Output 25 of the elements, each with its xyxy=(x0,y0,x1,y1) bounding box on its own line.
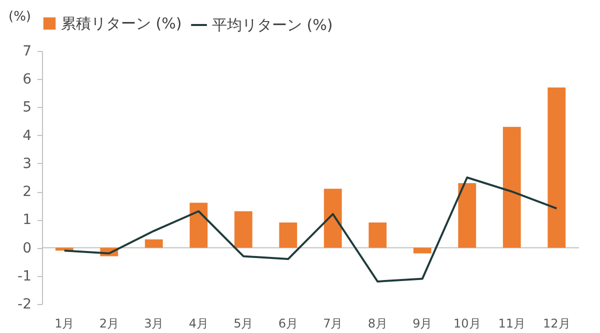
y-tick-label: -1 xyxy=(18,268,32,284)
y-tick-label: 1 xyxy=(22,212,32,228)
y-tick-label: 7 xyxy=(22,44,32,60)
x-tick-label: 3月 xyxy=(144,316,164,330)
y-tick-label: -2 xyxy=(18,296,32,312)
legend-label: 累積リターン (%) xyxy=(61,14,182,32)
x-tick-label: 8月 xyxy=(368,316,388,330)
x-tick-label: 6月 xyxy=(278,316,298,330)
y-tick-label: 6 xyxy=(22,72,32,88)
legend-label: 平均リターン (%) xyxy=(212,16,333,34)
x-tick-label: 2月 xyxy=(99,316,119,330)
x-tick-label: 10月 xyxy=(453,316,481,330)
y-tick-label: 3 xyxy=(22,156,32,172)
x-tick-label: 12月 xyxy=(542,316,570,330)
x-tick-label: 9月 xyxy=(412,316,432,330)
y-axis-title: (%) xyxy=(8,10,31,24)
x-tick-label: 5月 xyxy=(234,316,254,330)
y-tick-label: 2 xyxy=(22,184,32,200)
x-tick-label: 4月 xyxy=(188,316,208,330)
x-tick-label: 1月 xyxy=(54,316,74,330)
x-tick-label: 11月 xyxy=(498,316,526,330)
y-tick-label: 0 xyxy=(22,240,32,256)
y-tick-label: 4 xyxy=(22,128,32,144)
x-tick-label: 7月 xyxy=(323,316,343,330)
y-tick-label: 5 xyxy=(22,100,32,116)
